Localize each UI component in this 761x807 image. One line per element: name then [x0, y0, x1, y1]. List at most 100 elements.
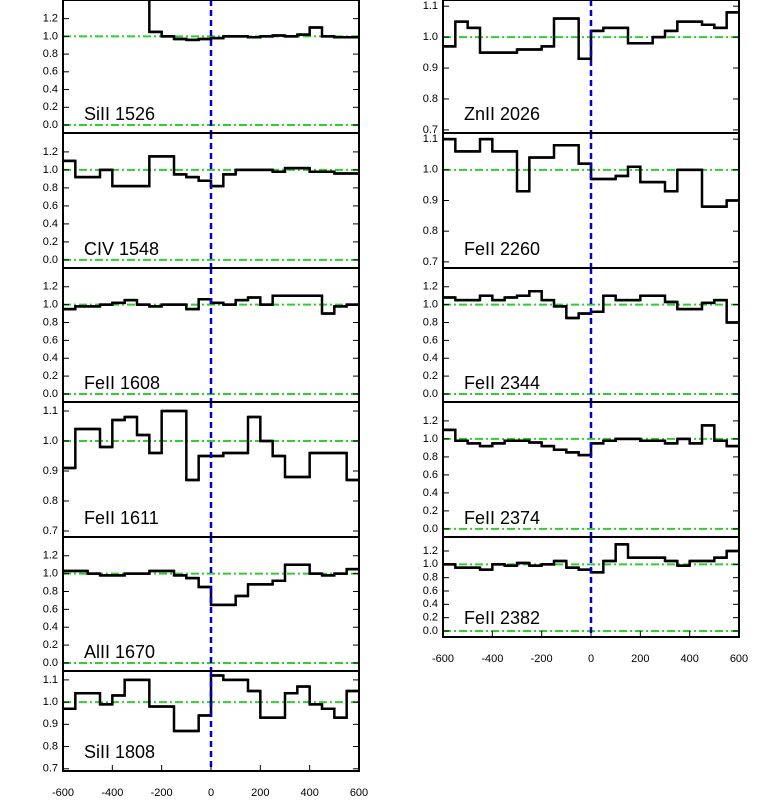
panel: 0.7 0.8 0.9 1.0 1.1 FeII 1611: [43, 401, 360, 538]
line-label: FeII 1611: [84, 508, 159, 528]
x-tick-label: 600: [350, 787, 368, 799]
y-tick-label: 0.8: [423, 316, 438, 328]
plot-area: [63, 155, 359, 261]
y-tick-label: 0.7: [43, 763, 58, 775]
x-tick-label: 0: [208, 787, 214, 799]
y-tick-label: 0.8: [423, 93, 438, 105]
y-tick-label: 0.0: [423, 625, 438, 637]
line-label: FeII 2260: [464, 239, 540, 259]
y-tick-label: 1.0: [423, 31, 438, 43]
y-tick-label: 1.2: [43, 13, 58, 25]
plot-area: [443, 11, 739, 61]
y-tick-label: 1.0: [423, 558, 438, 570]
y-tick-label: 0.8: [43, 48, 58, 60]
y-tick-label: 0.2: [43, 370, 58, 382]
y-tick-label: 0.6: [43, 66, 58, 78]
x-tick-label: -400: [101, 787, 123, 799]
y-tick-label: 1.1: [43, 405, 58, 417]
panel: 0.0 0.2 0.4 0.6 0.8 1.0 1.2 FeII 2344: [423, 267, 740, 403]
y-tick-label: 0.7: [43, 525, 58, 537]
y-tick-label: 0.9: [43, 465, 58, 477]
x-tick-label: 0: [588, 653, 594, 665]
plot-area: [443, 424, 739, 530]
y-tick-label: 0.6: [423, 334, 438, 346]
y-tick-label: 1.2: [423, 545, 438, 557]
line-label: FeII 1608: [84, 373, 160, 393]
panel: 0.0 0.2 0.4 0.6 0.8 1.0 1.2 CIV 1548: [43, 132, 360, 269]
panel: 0.7 0.8 0.9 1.0 1.1 -600 -400 -200 0 200 400 600 SiI…: [43, 670, 368, 799]
y-tick-label: 0.8: [43, 182, 58, 194]
y-tick-label: 0.0: [423, 388, 438, 400]
y-tick-label: 0.4: [43, 218, 58, 230]
y-tick-label: 0.4: [423, 352, 438, 364]
y-tick-label: 0.9: [43, 718, 58, 730]
line-label: FeII 2344: [464, 373, 540, 393]
y-tick-label: 0.7: [423, 124, 438, 136]
y-tick-label: 0.2: [43, 639, 58, 651]
y-tick-label: 0.8: [43, 495, 58, 507]
panel: 0.0 0.2 0.4 0.6 0.8 1.0 1.2 FeII 2374: [423, 401, 740, 538]
x-tick-label: -600: [52, 787, 74, 799]
y-tick-label: 1.2: [43, 281, 58, 293]
y-tick-label: 0.6: [43, 603, 58, 615]
x-tick-label: -400: [481, 653, 503, 665]
y-tick-label: 0.8: [43, 740, 58, 752]
x-tick-label: 400: [680, 653, 698, 665]
y-tick-label: 1.1: [423, 0, 438, 12]
plot-area: [63, 674, 359, 733]
y-tick-label: 0.6: [423, 469, 438, 481]
step-outline: [443, 424, 739, 457]
plot-area: [63, 0, 359, 127]
plot-area: [443, 137, 739, 208]
y-tick-label: 1.2: [423, 415, 438, 427]
y-tick-label: 0.2: [423, 505, 438, 517]
y-tick-label: 1.2: [43, 550, 58, 562]
y-tick-label: 1.0: [423, 299, 438, 311]
line-label: CIV 1548: [84, 239, 159, 259]
line-label: SiII 1526: [84, 104, 155, 124]
panel: 0.0 0.2 0.4 0.6 0.8 1.0 1.2 AlII 1670: [43, 536, 360, 672]
y-tick-label: 0.8: [423, 225, 438, 237]
panel: 0.7 0.8 0.9 1.0 1.1 ZnII 2026: [423, 0, 740, 136]
y-tick-label: 0.2: [43, 101, 58, 113]
y-tick-label: 1.2: [423, 281, 438, 293]
panel: 0.0 0.2 0.4 0.6 0.8 1.0 1.2 FeII 1608: [43, 267, 360, 403]
y-tick-label: 0.6: [423, 585, 438, 597]
panel: 0.00.2 0.40.60.8 1.01.2 -600 -400 -200 0 200 400…: [423, 536, 748, 665]
x-tick-label: -600: [432, 653, 454, 665]
y-tick-label: 0.4: [423, 487, 438, 499]
y-tick-label: 0.0: [43, 657, 58, 669]
y-tick-label: 1.0: [43, 568, 58, 580]
y-tick-label: 1.1: [43, 674, 58, 686]
line-label: SiII 1808: [84, 742, 155, 762]
y-tick-label: 0.8: [423, 572, 438, 584]
plot-area: [63, 409, 359, 482]
x-tick-label: 200: [251, 787, 269, 799]
y-tick-label: 0.6: [43, 200, 58, 212]
x-tick-label: 200: [631, 653, 649, 665]
y-tick-label: 1.1: [423, 133, 438, 145]
y-tick-label: 0.0: [43, 119, 58, 131]
y-tick-label: 1.0: [423, 433, 438, 445]
y-tick-label: 1.0: [43, 435, 58, 447]
panel: 0.7 0.8 0.9 1.0 1.1 FeII 2260: [423, 132, 740, 269]
line-label: ZnII 2026: [464, 104, 540, 124]
y-tick-label: 0.2: [423, 370, 438, 382]
plot-area: [443, 289, 739, 395]
y-tick-label: 1.0: [43, 696, 58, 708]
y-tick-label: 0.8: [43, 316, 58, 328]
x-tick-label: -200: [531, 653, 553, 665]
line-label: FeII 2374: [464, 508, 540, 528]
x-tick-label: 600: [730, 653, 748, 665]
y-tick-label: 0.4: [423, 598, 438, 610]
y-tick-label: 1.2: [43, 146, 58, 158]
y-tick-label: 0.0: [43, 254, 58, 266]
line-label: FeII 2382: [464, 608, 540, 628]
y-tick-label: 1.0: [423, 164, 438, 176]
x-tick-label: -200: [151, 787, 173, 799]
panel: 0.0 0.2 0.4 0.6 0.8 1.0 1.2 SiII 1526: [43, 0, 360, 134]
y-tick-label: 1.0: [43, 164, 58, 176]
y-tick-label: 0.2: [423, 612, 438, 624]
y-tick-label: 0.7: [423, 256, 438, 268]
